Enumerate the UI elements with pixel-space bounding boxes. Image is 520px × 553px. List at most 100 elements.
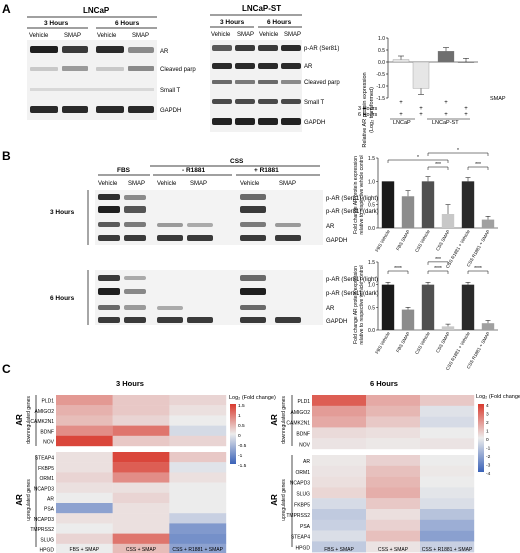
lncap-st-row-gapdh: GAPDH <box>304 120 325 126</box>
heat-6h-cell <box>366 541 421 553</box>
lncap-st-title: LNCaP-ST <box>242 4 281 13</box>
chart-b3-sig-label: *** <box>475 162 481 168</box>
lncap-title: LNCaP <box>83 6 110 15</box>
heat-3h-gene-label: PLD1 <box>41 399 54 405</box>
b6-ylabel-1: Fold change AR protein expression <box>353 266 359 344</box>
chart-b3-category-label: FBS Vehicle <box>374 229 391 253</box>
heat-3h-cell <box>112 395 170 406</box>
chart-b6-bar <box>401 309 415 330</box>
heat-6h-cell <box>366 476 421 488</box>
legend-6h-tick: 3 <box>486 412 489 418</box>
lncap-st-smap-6h: SMAP <box>284 32 301 38</box>
chart-b6-category-label: CSS Vehicle <box>414 331 431 356</box>
chart-b6-tick-label: 0.0 <box>368 328 375 334</box>
b6-row-par-light: p-AR (Ser81) (light) <box>326 277 378 283</box>
heat-3h-cell <box>56 472 113 483</box>
heat-6h-cell <box>420 395 475 406</box>
chart-a-plus: + <box>419 112 423 118</box>
heat-3h-cell <box>112 425 170 436</box>
lncap-smap-6h: SMAP <box>132 33 149 39</box>
heat-3h-cell <box>112 462 170 473</box>
legend-6h-tick: 2 <box>486 420 489 426</box>
chart-b6-bar <box>481 323 495 330</box>
lncap-row-smallt: Small T <box>160 88 181 94</box>
lncap-row-parp: Cleaved parp <box>160 67 196 73</box>
heat-3h-cell <box>112 482 170 493</box>
c6-up-label: upregulated genes <box>281 479 287 521</box>
b6-row-par-dark: p-AR (Ser81) (dark) <box>326 291 379 297</box>
chart-b6-category-label: CSS SMAP <box>435 331 451 354</box>
chart-a-row-3h: 3 Hours <box>358 106 378 112</box>
heat-3h-cell <box>169 395 227 406</box>
chart-b6-bar <box>381 284 395 330</box>
heat-6h-cell <box>420 438 475 450</box>
lncap-st-row-par: p-AR (Ser81) <box>304 46 339 52</box>
heat-3h-cell <box>169 435 227 447</box>
heat-6h-gene-label: PSA <box>300 524 311 530</box>
heat-3h-cell <box>112 492 170 504</box>
lncap-row-gapdh: GAPDH <box>160 108 181 114</box>
heat-3h-cell <box>56 405 113 416</box>
c3-ar-down: AR <box>15 414 24 426</box>
chart-a-bar <box>412 61 430 89</box>
lncap-vehicle-3h: Vehicle <box>29 33 49 39</box>
chart-a-tick-label: -0.5 <box>376 72 385 78</box>
chart-b3-sig-label: *** <box>435 162 441 168</box>
chart-b3-bar <box>401 196 415 228</box>
chart-b6-sig-bracket <box>427 261 449 265</box>
heat-3h-cell <box>112 543 170 553</box>
legend-6h-tick: 4 <box>486 403 489 409</box>
chart-b6-tick-label: 0.5 <box>368 305 375 311</box>
heat-6h-cell <box>366 530 421 542</box>
heat-3h-gene-label: FKBP5 <box>38 466 54 472</box>
c-title-3h: 3 Hours <box>116 379 144 388</box>
heat-3h-cell <box>56 533 113 544</box>
b-smap-fbs: SMAP <box>128 181 145 187</box>
panel-a-bar-chart: Relative AR protein expression (Log₂ tra… <box>358 36 506 148</box>
lncap-smap-3h: SMAP <box>64 33 81 39</box>
chart-b3-bar <box>461 181 475 228</box>
legend-3h-tick: -0.5 <box>238 443 247 449</box>
heat-6h-gene-label: BDNF <box>296 432 310 438</box>
heat-3h-cell <box>112 452 170 463</box>
chart-b3-sig-label: * <box>457 148 459 154</box>
chart-b3-bar <box>381 181 395 228</box>
panel-b-chart-3h: Fold change AR protein expression relati… <box>353 148 498 269</box>
panel-c-letter: C <box>2 362 11 376</box>
chart-b3-bar <box>421 181 435 228</box>
chart-b3-sig-bracket <box>427 166 449 170</box>
heat-3h-cell <box>56 543 113 553</box>
chart-a-plus: + <box>399 100 403 106</box>
chart-a-tick-label: 0.5 <box>378 48 385 54</box>
heat-6h-gene-label: AMIGO2 <box>291 410 311 416</box>
b-hours-3: 3 Hours <box>50 209 75 216</box>
chart-b3-sig-bracket <box>387 159 449 163</box>
heat-3h-cell <box>169 492 227 504</box>
chart-b3-bar <box>441 214 455 228</box>
heat-3h-cell <box>56 415 113 426</box>
heat-3h-cell <box>169 482 227 493</box>
legend-3h-title: Log₂ (Fold change) <box>229 395 276 401</box>
legend-3h-tick: 0 <box>238 433 241 439</box>
heat-6h-column-label: CSS + R1881 + SMAP <box>422 547 473 553</box>
heat-6h-cell <box>420 541 475 553</box>
chart-b3-category-label: CSS Vehicle <box>414 229 431 254</box>
lncap-st-blot: LNCaP-ST 3 Hours 6 Hours Vehicle SMAP Ve… <box>210 4 340 132</box>
heat-3h-cell <box>112 533 170 544</box>
chart-b6-category-label: CSS R1881 + SMAP <box>466 331 491 370</box>
b-vehicle-minus: Vehicle <box>157 181 177 187</box>
heat-6h-gene-label: NCAPD3 <box>290 481 311 487</box>
b6-row-gapdh: GAPDH <box>326 319 347 325</box>
heat-6h-cell <box>366 455 421 466</box>
b-col-minus-r1881: - R1881 <box>182 167 206 174</box>
legend-6h-tick: -1 <box>486 446 491 452</box>
lncap-st-row-parp: Cleaved parp <box>304 80 340 86</box>
heat-6h-column-label: FBS + SMAP <box>324 547 354 553</box>
legend-3h-ticks: 1.5 1 0.5 0 -0.5 -1 -1.5 <box>238 403 247 469</box>
legend-6h-bar <box>478 404 484 472</box>
chart-b3-bar <box>481 219 495 228</box>
chart-a-plus: + <box>399 112 403 118</box>
b-col-fbs: FBS <box>117 167 131 174</box>
legend-3h-tick: 1 <box>238 413 241 419</box>
